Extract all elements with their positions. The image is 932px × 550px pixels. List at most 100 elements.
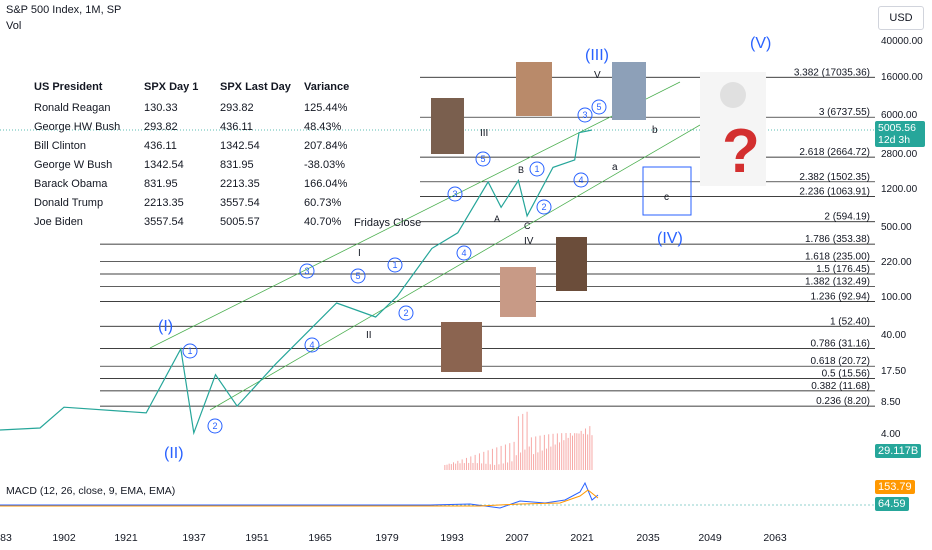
spx-day1: 3557.54 [144,215,184,228]
fib-label: 1.382 (132.49) [805,276,870,287]
macd-tag-2: 64.59 [875,497,909,511]
wave-circle [398,305,414,321]
wave-circle [456,245,472,261]
table-row: Joe Biden 3557.54 5005.57 40.70% [34,212,374,231]
roman-iii-label: III [480,128,488,139]
variance: 48.43% [304,120,342,133]
wave-circle [591,99,607,115]
time-tick: 83 [0,532,12,544]
roman-iv-label: IV [524,236,534,247]
president-name: Ronald Reagan [34,101,111,114]
time-tick: 1921 [114,532,138,544]
fib-label: 2.236 (1063.91) [799,187,870,198]
price-tick: 100.00 [881,292,912,303]
fib-label: 3 (6737.55) [819,107,870,118]
volume-tag: 29.117B [875,444,922,458]
wave-b-label: b [652,125,658,136]
macd-label: MACD (12, 26, close, 9, EMA, EMA) [6,485,176,497]
wave-i-label: (I) [158,318,173,335]
fib-label: 3.382 (17035.36) [794,67,870,78]
header-day1: SPX Day 1 [144,81,199,93]
president-name: Bill Clinton [34,139,86,152]
portrait-reagan [441,322,482,372]
spx-lastday: 2213.35 [220,177,260,190]
fib-label: 1.236 (92.94) [811,292,871,303]
wave-circle [573,172,589,188]
fib-label: 2.618 (2664.72) [799,147,870,158]
wave-iv-label: (IV) [657,230,683,247]
wave-annotations: (I)(II)(III)(IV)(V)Fridays CloseIIIIIIIV… [158,35,771,462]
wave-circle-number: 2 [541,202,546,212]
president-portraits [431,62,646,372]
table-row: Bill Clinton 436.11 1342.54 207.84% [34,136,374,155]
wave-circle-number: 3 [304,266,309,276]
wave-circle [299,263,315,279]
price-tick: 2800.00 [881,149,918,160]
spx-day1: 436.11 [144,139,177,152]
wave-circle [387,257,403,273]
currency-button[interactable]: USD [878,6,924,30]
wave-circle [447,186,463,202]
roman-i-label: I [358,248,361,259]
fib-label: 2 (594.19) [824,212,870,223]
president-name: Barack Obama [34,177,108,190]
wave-circle [304,337,320,353]
time-tick: 1937 [182,532,206,544]
variance: 40.70% [304,215,342,228]
wave-B-label: B [518,165,524,175]
wave-circle-number: 1 [392,260,397,270]
spx-day1: 2213.35 [144,196,184,209]
price-tick: 500.00 [881,222,912,233]
fib-label: 0.618 (20.72) [811,356,871,367]
time-tick: 1951 [245,532,269,544]
header-variance: Variance [304,81,350,93]
channel-lower [209,124,701,411]
time-tick: 1979 [375,532,399,544]
wave-circle-number: 5 [480,154,485,164]
header-lastday: SPX Last Day [220,81,291,93]
wave-circle [350,268,366,284]
wave-ii-label: (II) [164,445,184,462]
fib-label: 1.5 (176.45) [816,264,870,275]
countdown-value: 12d 3h [878,134,911,146]
wave-c-label: c [664,192,669,203]
portrait-bush [431,98,464,154]
wave-circle-number: 5 [596,102,601,112]
header-president: US President [34,81,103,93]
fib-label: 2.382 (1502.35) [799,172,870,183]
portrait-biden [612,62,646,120]
time-axis: 83 1902 1921 1937 1951 1965 1979 1993 2007 2021 20… [0,532,787,544]
macd-pane [0,481,875,509]
fib-label: 1.786 (353.38) [805,234,870,245]
wave-circle-number: 4 [578,175,583,185]
price-tick: 40000.00 [881,36,923,47]
variance: -38.03% [304,158,345,171]
table-header-row: US President SPX Day 1 SPX Last Day Vari… [34,76,374,98]
spx-day1: 130.33 [144,101,178,114]
wave-circle [475,151,491,167]
signal-line [0,489,599,507]
wave-A-label: A [494,214,500,224]
fib-label: 0.382 (11.68) [811,381,870,392]
presidents-table: US President SPX Day 1 SPX Last Day Vari… [34,76,374,231]
president-name: George W Bush [34,158,113,171]
roman-ii-label: II [366,330,372,341]
price-tick: 4.00 [881,429,901,440]
wave-circle-number: 4 [309,340,314,350]
time-tick: 2007 [505,532,529,544]
spx-day1: 1342.54 [144,158,184,171]
question-mark-icon: ? [722,117,760,186]
spx-lastday: 831.95 [220,158,254,171]
spx-lastday: 436.11 [220,120,253,133]
portrait-clinton [500,267,536,317]
macd-tag-1: 153.79 [875,480,915,494]
variance: 125.44% [304,101,348,114]
price-tick: 220.00 [881,257,912,268]
wave-circle [529,161,545,177]
fridays-close-label: Fridays Close [354,217,421,229]
channel-upper [149,81,681,349]
volume-bars [444,411,593,470]
time-tick: 2021 [570,532,594,544]
wave-circle-number: 4 [461,248,466,258]
